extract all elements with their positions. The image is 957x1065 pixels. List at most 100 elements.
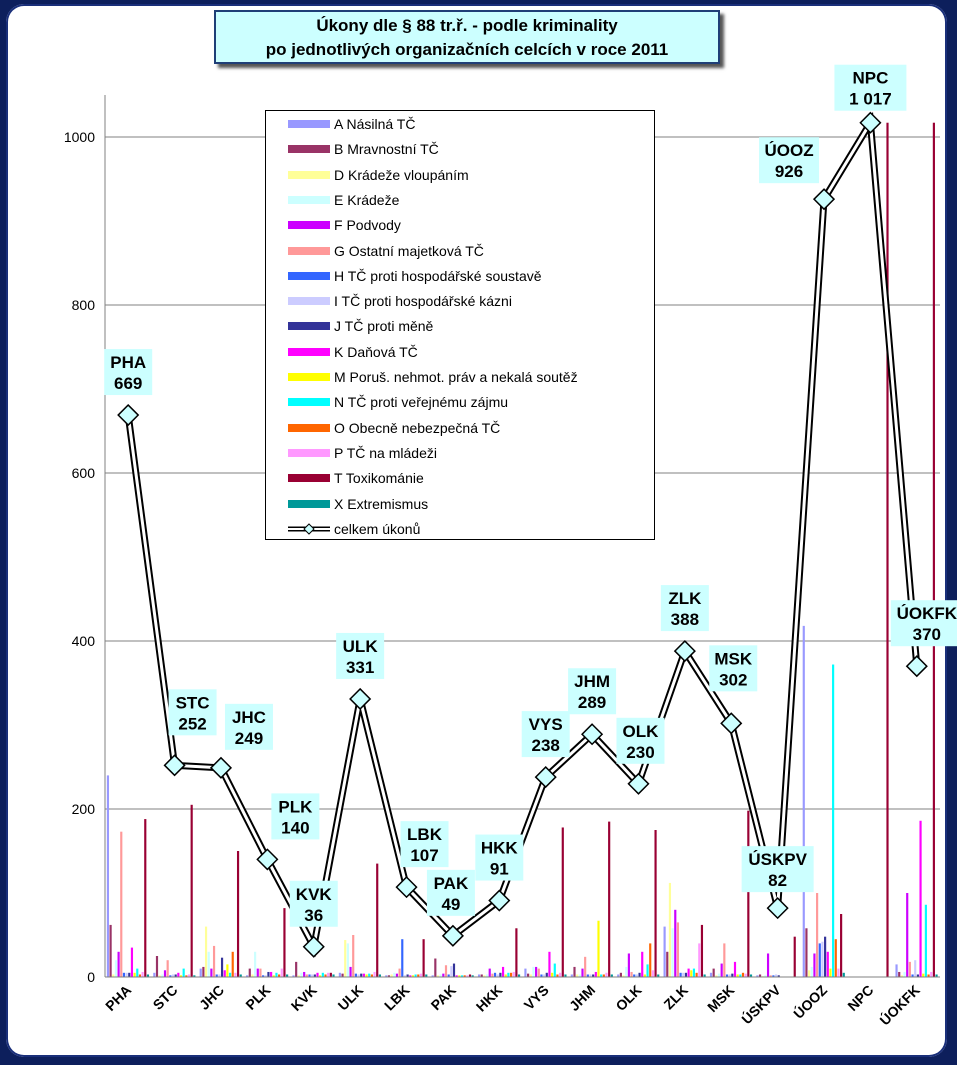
- bar: [305, 974, 308, 977]
- y-tick-label: 400: [72, 633, 96, 649]
- bar: [504, 974, 507, 977]
- bar: [185, 975, 188, 977]
- bar: [414, 974, 417, 977]
- bar: [671, 928, 674, 977]
- total-marker: [209, 756, 233, 779]
- data-label-box: [168, 689, 217, 736]
- bar: [439, 974, 442, 977]
- bar: [313, 974, 316, 977]
- bar: [292, 975, 295, 977]
- bar: [556, 974, 559, 977]
- bar: [535, 966, 538, 977]
- total-marker: [581, 723, 604, 746]
- bar: [731, 973, 734, 977]
- data-label: PLK 140: [271, 793, 320, 840]
- legend-swatch: [288, 347, 330, 356]
- bar: [463, 975, 466, 977]
- bar: [133, 972, 136, 977]
- legend-swatch: [288, 373, 330, 381]
- bar: [169, 975, 172, 977]
- bar: [608, 821, 611, 977]
- chart-title-line-2: po jednotlivých organizačních celcích v …: [265, 40, 669, 59]
- bar: [264, 975, 267, 977]
- legend-item: D Krádeže vloupáním: [288, 165, 469, 185]
- data-label-value: 91: [490, 860, 509, 879]
- legend-swatch: [288, 145, 330, 154]
- legend-item: H TČ proti hospodářské soustavě: [288, 266, 542, 286]
- x-tick-label: STC: [150, 982, 181, 1013]
- legend-swatch: [288, 195, 330, 204]
- bar: [254, 951, 257, 977]
- bar: [218, 974, 221, 977]
- total-marker: [859, 111, 882, 134]
- bar: [236, 851, 240, 977]
- data-label: KVK 36: [289, 880, 338, 927]
- bar: [744, 973, 747, 977]
- legend-item: F Podvody: [288, 215, 401, 235]
- x-tick-label: PLK: [242, 982, 273, 1013]
- bar: [395, 973, 399, 977]
- bar: [303, 971, 306, 977]
- bar: [422, 939, 425, 977]
- bar: [190, 804, 193, 977]
- bar: [316, 972, 319, 977]
- data-label-value: 388: [671, 610, 699, 629]
- bar: [215, 974, 218, 977]
- bar: [117, 951, 120, 977]
- bar: [136, 968, 139, 977]
- bar: [501, 966, 505, 977]
- data-label: JHM 289: [568, 668, 617, 715]
- data-label: PHA 669: [104, 349, 153, 396]
- bar: [109, 924, 112, 977]
- bar: [824, 936, 827, 977]
- x-tick-label: KVK: [288, 982, 320, 1014]
- bar: [816, 893, 819, 977]
- total-marker: [117, 403, 140, 427]
- bar: [234, 972, 237, 977]
- bar: [171, 974, 175, 977]
- y-tick-label: 1000: [64, 129, 95, 145]
- bar: [468, 974, 472, 977]
- data-label-box: [709, 645, 758, 692]
- bar: [802, 625, 805, 977]
- bar: [515, 928, 518, 977]
- total-marker: [349, 687, 372, 711]
- bar: [300, 972, 303, 977]
- bar: [483, 975, 486, 977]
- data-label: OLK 230: [616, 717, 665, 764]
- data-label-box: [104, 349, 153, 396]
- bar: [220, 957, 224, 977]
- bar: [709, 972, 713, 977]
- bar: [774, 974, 778, 977]
- total-marker: [163, 754, 186, 777]
- bar: [651, 970, 654, 977]
- bar: [324, 974, 327, 977]
- bar: [818, 943, 821, 977]
- bar: [581, 968, 584, 977]
- bar: [766, 953, 770, 977]
- data-label-box: [426, 869, 475, 916]
- data-label-value: 230: [626, 743, 654, 762]
- bar: [687, 968, 690, 977]
- bar: [112, 974, 115, 977]
- y-tick-label: 0: [87, 969, 95, 985]
- data-label-value: 82: [768, 871, 787, 890]
- bar: [297, 975, 300, 977]
- bar: [930, 971, 933, 977]
- legend-item: M Poruš. nehmot. práv a nekalá soutěž: [288, 367, 578, 387]
- bar: [122, 972, 126, 977]
- bar: [592, 974, 595, 977]
- bar: [551, 972, 554, 977]
- bar: [758, 974, 762, 977]
- bar: [633, 974, 636, 977]
- legend-swatch: [288, 398, 330, 407]
- bar: [319, 975, 322, 977]
- bar: [332, 974, 335, 977]
- legend-item: E Krádeže: [288, 190, 399, 210]
- legend-label: I TČ proti hospodářské kázni: [334, 293, 512, 310]
- y-tick-label: 200: [72, 801, 96, 817]
- bar: [267, 971, 270, 977]
- bar: [695, 972, 698, 977]
- bar: [390, 974, 393, 977]
- bar: [916, 974, 919, 977]
